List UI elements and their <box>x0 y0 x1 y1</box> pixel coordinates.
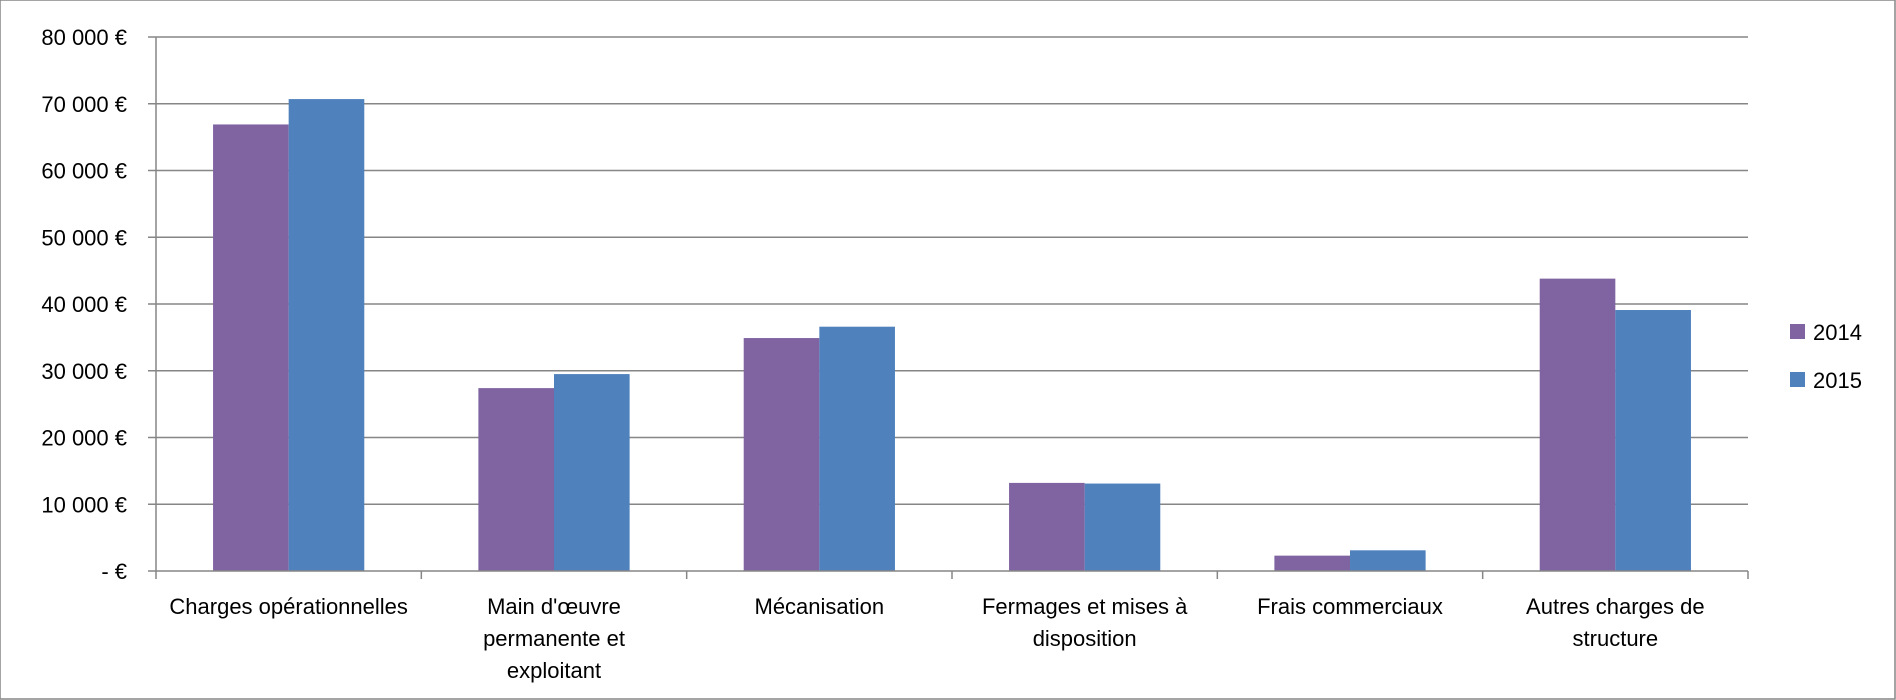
y-tick-label: 10 000 € <box>41 492 127 517</box>
bars <box>213 99 1691 571</box>
bar-2014-2 <box>743 338 820 571</box>
legend: 2014 2015 <box>1790 320 1862 393</box>
x-category-label: structure <box>1573 626 1659 651</box>
bar-2015-0 <box>288 99 365 571</box>
y-tick-label: 50 000 € <box>41 225 127 250</box>
bar-2014-5 <box>1539 278 1616 571</box>
y-tick-labels: - € 10 000 € 20 000 € 30 000 € 40 000 € 50 00… <box>41 25 127 584</box>
gridlines <box>156 36 1748 505</box>
bar-2014-4 <box>1274 555 1350 571</box>
x-category-label: Mécanisation <box>755 594 885 619</box>
x-category-labels: Charges opérationnelles Main d'œuvre perma… <box>169 594 1704 683</box>
x-category-label: permanente et <box>483 626 625 651</box>
x-category-label: exploitant <box>507 658 601 683</box>
bar-2014-0 <box>213 124 289 571</box>
y-tick-label: 70 000 € <box>41 92 127 117</box>
bar-2015-4 <box>1350 550 1426 571</box>
x-category-label: Fermages et mises à <box>982 594 1188 619</box>
bar-2015-1 <box>554 374 630 571</box>
legend-swatch-2015 <box>1790 372 1805 387</box>
x-category-label: Main d'œuvre <box>487 594 621 619</box>
bar-2014-3 <box>1009 482 1085 571</box>
y-tick-label: 20 000 € <box>41 426 127 451</box>
bar-2015-3 <box>1084 483 1161 571</box>
y-tick-label: 80 000 € <box>41 25 127 50</box>
x-category-label: Frais commerciaux <box>1257 594 1443 619</box>
y-tick-label: 30 000 € <box>41 359 127 384</box>
bar-2015-5 <box>1615 310 1691 571</box>
legend-label: 2015 <box>1813 368 1862 393</box>
legend-swatch-2014 <box>1790 324 1805 339</box>
y-tick-label: - € <box>101 559 127 584</box>
x-category-label: disposition <box>1033 626 1137 651</box>
y-tick-label: 60 000 € <box>41 159 127 184</box>
x-category-label: Charges opérationnelles <box>169 594 408 619</box>
y-tick-label: 40 000 € <box>41 292 127 317</box>
legend-label: 2014 <box>1813 320 1862 345</box>
bar-2014-1 <box>478 388 554 571</box>
x-category-label: Autres charges de <box>1526 594 1705 619</box>
axes <box>148 36 1749 579</box>
bar-2015-2 <box>819 326 895 571</box>
